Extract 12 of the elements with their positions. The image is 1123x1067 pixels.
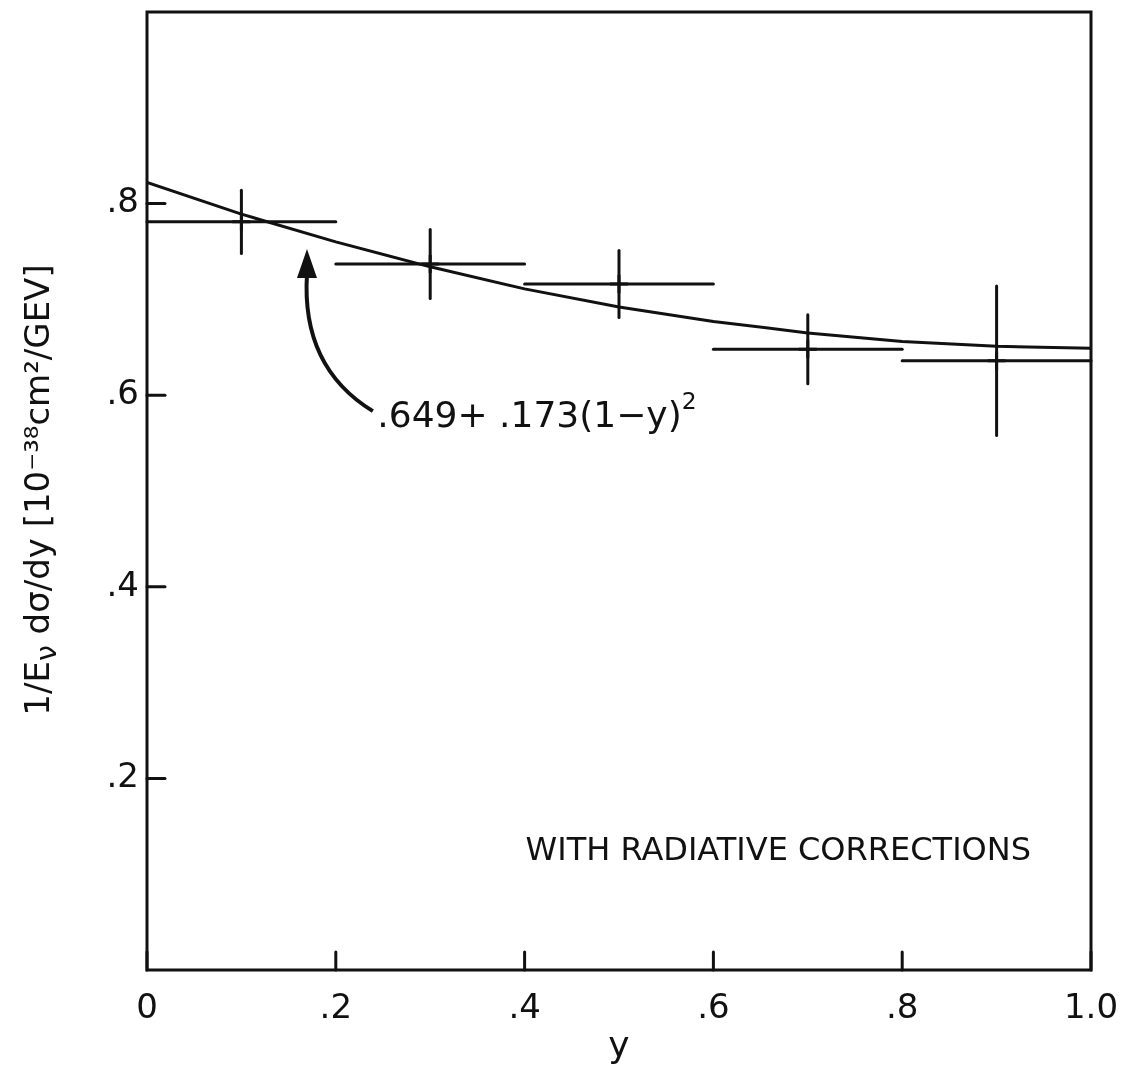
x-tick-label: .6 [697,985,730,1026]
y-tick-label: .6 [106,372,139,413]
x-tick-label: .4 [508,985,541,1026]
annotation: WITH RADIATIVE CORRECTIONS [525,830,1031,868]
y-tick-label: .2 [106,755,139,796]
y-tick-label: .8 [106,180,139,221]
x-tick-label: 0 [136,985,158,1026]
x-tick-label: .8 [885,985,919,1026]
y-tick-label: .4 [106,563,139,604]
x-tick-label: .2 [319,985,353,1026]
x-tick-label: 1.0 [1063,985,1119,1026]
x-axis-title: y [608,1024,630,1066]
